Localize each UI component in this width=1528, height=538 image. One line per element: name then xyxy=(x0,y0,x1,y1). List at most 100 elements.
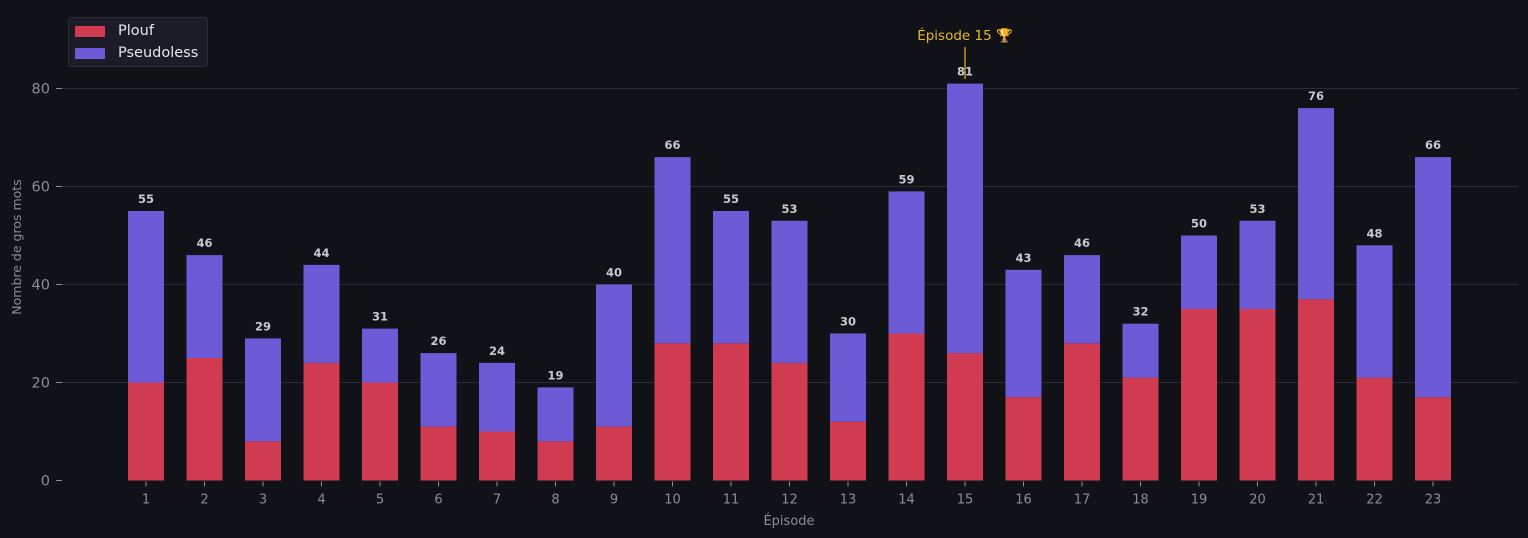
bar-plouf-5 xyxy=(362,382,398,481)
total-label-20: 53 xyxy=(1249,202,1265,216)
xtick-label-12: 12 xyxy=(781,493,798,508)
bar-plouf-11 xyxy=(713,343,749,481)
xtick-label-9: 9 xyxy=(610,493,618,508)
bar-pseudoless-3 xyxy=(245,338,281,442)
total-label-17: 46 xyxy=(1074,236,1090,250)
total-label-7: 24 xyxy=(489,344,505,358)
bar-plouf-9 xyxy=(596,426,632,481)
bar-plouf-21 xyxy=(1298,299,1334,481)
bar-plouf-20 xyxy=(1239,309,1276,481)
bar-pseudoless-18 xyxy=(1122,323,1159,378)
total-label-21: 76 xyxy=(1308,89,1324,103)
bar-plouf-12 xyxy=(771,362,808,481)
bar-pseudoless-1 xyxy=(128,211,164,383)
bar-pseudoless-2 xyxy=(186,255,223,358)
y-axis-title: Nombre de gros mots xyxy=(9,179,24,314)
total-label-1: 55 xyxy=(138,192,154,206)
bar-plouf-1 xyxy=(128,382,164,481)
xtick-label-15: 15 xyxy=(957,493,974,508)
total-label-11: 55 xyxy=(723,192,739,206)
xtick-label-18: 18 xyxy=(1132,493,1149,508)
ytick-label-20: 20 xyxy=(32,376,50,392)
ytick-label-60: 60 xyxy=(32,180,50,196)
bar-pseudoless-13 xyxy=(830,333,866,422)
total-label-9: 40 xyxy=(606,266,622,280)
bar-plouf-6 xyxy=(420,426,457,481)
xtick-label-7: 7 xyxy=(493,493,501,508)
total-label-3: 29 xyxy=(255,319,271,333)
bar-plouf-7 xyxy=(479,431,515,481)
legend-swatch-pseudoless xyxy=(75,47,105,59)
total-label-18: 32 xyxy=(1132,305,1148,319)
x-axis-title: Épisode xyxy=(763,513,814,529)
bar-plouf-22 xyxy=(1356,377,1393,481)
xtick-label-22: 22 xyxy=(1366,493,1383,508)
bar-pseudoless-19 xyxy=(1181,235,1217,309)
xtick-label-10: 10 xyxy=(664,493,681,508)
legend-swatch-plouf xyxy=(75,25,105,37)
bar-plouf-14 xyxy=(888,333,925,481)
annotation: Épisode 15 🏆 xyxy=(917,27,1013,79)
xtick-label-13: 13 xyxy=(840,493,857,508)
xtick-label-1: 1 xyxy=(142,493,150,508)
bar-pseudoless-21 xyxy=(1298,108,1334,300)
bars xyxy=(128,83,1451,481)
bar-pseudoless-8 xyxy=(537,387,574,442)
bar-pseudoless-10 xyxy=(654,157,691,344)
bar-plouf-18 xyxy=(1122,377,1159,481)
bar-pseudoless-16 xyxy=(1005,269,1042,398)
xtick-label-5: 5 xyxy=(376,493,384,508)
total-label-23: 66 xyxy=(1425,138,1441,152)
total-label-4: 44 xyxy=(313,246,329,260)
bar-plouf-23 xyxy=(1415,397,1451,481)
bar-pseudoless-15 xyxy=(947,83,983,354)
bar-pseudoless-14 xyxy=(888,191,925,334)
legend-item-plouf[interactable]: Plouf xyxy=(75,21,154,41)
bar-plouf-13 xyxy=(830,421,866,481)
bar-pseudoless-22 xyxy=(1356,245,1393,378)
total-label-22: 48 xyxy=(1366,226,1382,240)
xtick-label-11: 11 xyxy=(723,493,740,508)
xtick-label-19: 19 xyxy=(1191,493,1208,508)
bar-pseudoless-17 xyxy=(1064,255,1100,344)
bar-pseudoless-23 xyxy=(1415,157,1451,398)
xtick-label-21: 21 xyxy=(1308,493,1325,508)
xtick-label-14: 14 xyxy=(898,493,915,508)
bar-plouf-19 xyxy=(1181,309,1217,481)
ytick-label-0: 0 xyxy=(41,474,50,490)
xtick-label-6: 6 xyxy=(434,493,442,508)
total-label-19: 50 xyxy=(1191,217,1207,231)
bar-plouf-15 xyxy=(947,353,983,481)
bar-pseudoless-9 xyxy=(596,284,632,427)
xtick-label-8: 8 xyxy=(551,493,559,508)
bar-plouf-3 xyxy=(245,441,281,481)
legend-item-pseudoless[interactable]: Pseudoless xyxy=(75,43,198,63)
legend-label-pseudoless: Pseudoless xyxy=(118,45,199,61)
total-label-12: 53 xyxy=(781,202,797,216)
xtick-label-20: 20 xyxy=(1249,493,1266,508)
total-label-13: 30 xyxy=(840,315,856,329)
total-label-6: 26 xyxy=(430,334,446,348)
total-label-5: 31 xyxy=(372,310,388,324)
xtick-label-2: 2 xyxy=(200,493,208,508)
bar-plouf-16 xyxy=(1005,397,1042,481)
bar-plouf-10 xyxy=(654,343,691,481)
legend-label-plouf: Plouf xyxy=(118,23,154,39)
xtick-label-16: 16 xyxy=(1015,493,1032,508)
bar-pseudoless-4 xyxy=(303,264,340,363)
total-label-10: 66 xyxy=(664,138,680,152)
total-label-8: 19 xyxy=(547,368,563,382)
legend: Plouf Pseudoless xyxy=(68,17,208,67)
bar-pseudoless-6 xyxy=(420,353,457,427)
value-labels: 5546294431262419406655533059814346325053… xyxy=(138,65,1441,383)
bar-pseudoless-20 xyxy=(1239,220,1276,309)
total-label-16: 43 xyxy=(1015,251,1031,265)
bar-pseudoless-11 xyxy=(713,211,749,344)
bar-pseudoless-12 xyxy=(771,220,808,363)
bar-pseudoless-7 xyxy=(479,362,515,432)
ytick-label-40: 40 xyxy=(32,278,50,294)
xtick-label-3: 3 xyxy=(259,493,267,508)
bar-plouf-8 xyxy=(537,441,574,481)
